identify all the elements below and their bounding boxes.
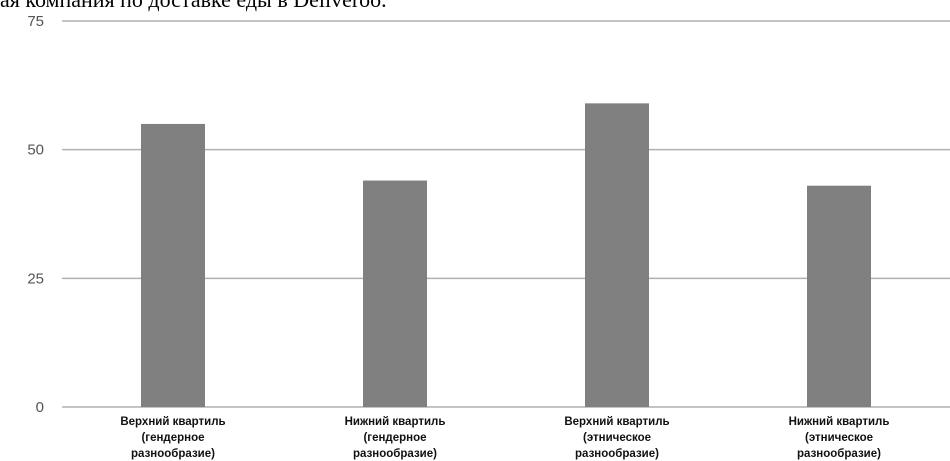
y-tick-label: 25 [27, 270, 44, 287]
x-tick-label: Нижний квартиль (этническое разнообразие) [789, 416, 890, 460]
x-tick-label: Верхний квартиль (этническое разнообразие) [564, 416, 669, 460]
y-tick-label: 0 [36, 399, 44, 416]
y-tick-label: 50 [27, 142, 44, 159]
bar [585, 103, 649, 407]
y-tick-label: 75 [27, 13, 44, 30]
bar [141, 123, 205, 407]
bar [807, 185, 871, 407]
bar [363, 180, 427, 407]
chart-title: ая компания по доставке еды в Deliveroo. [0, 0, 387, 12]
x-tick-label: Нижний квартиль (гендерное разнообразие) [345, 416, 446, 460]
x-tick-label: Верхний квартиль (гендерное разнообразие) [120, 416, 225, 460]
